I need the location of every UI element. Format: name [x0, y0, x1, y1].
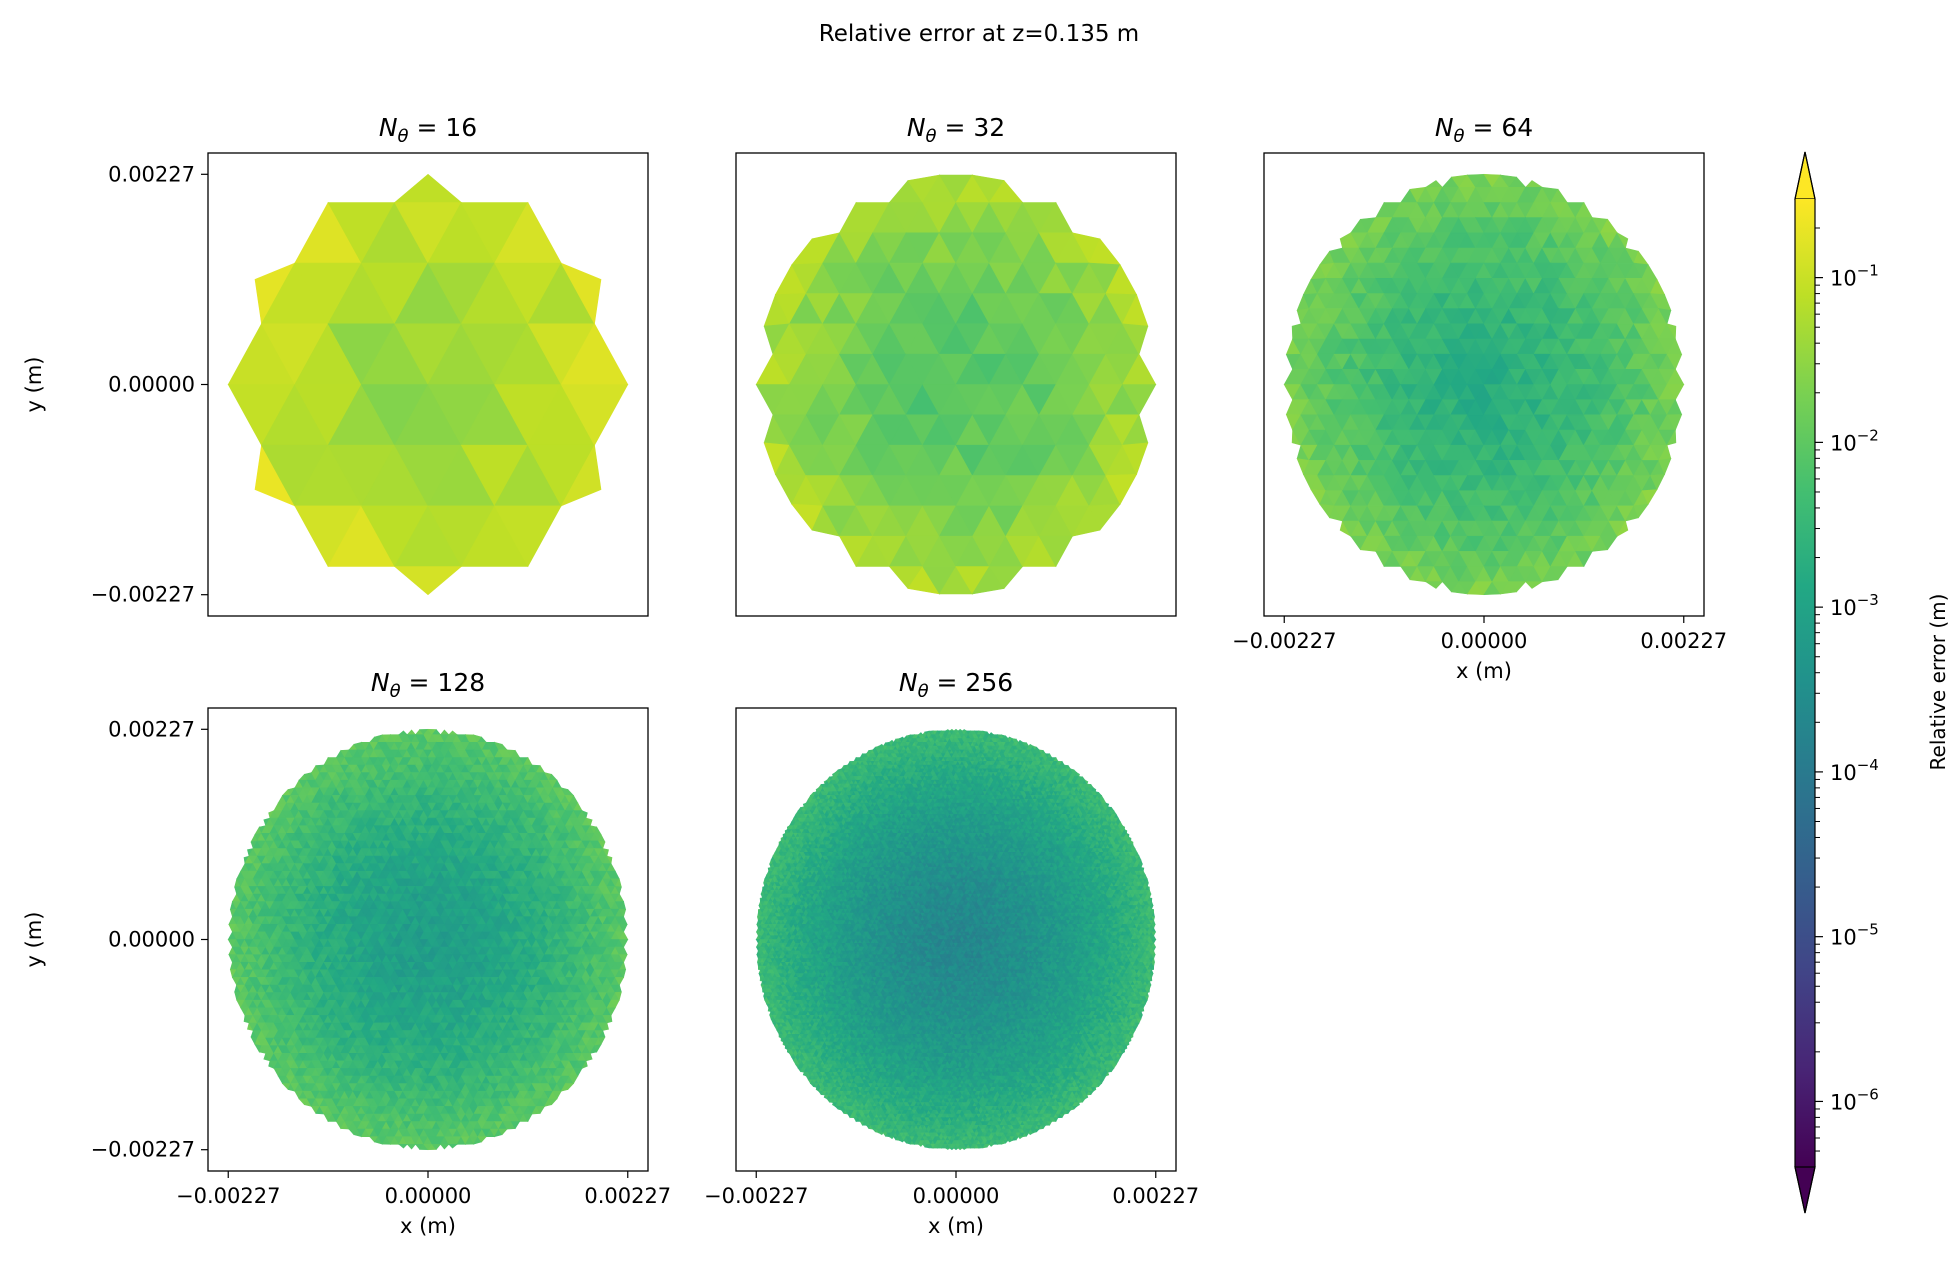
x-axis-label: x (m) [1456, 659, 1512, 683]
mesh-triangle [494, 505, 562, 568]
figure-suptitle: Relative error at z=0.135 m [819, 21, 1139, 47]
subplot-16: Nθ = 16 −0.00227 0.00000 0.00227 y (m) [22, 113, 649, 617]
mesh-triangle [1038, 535, 1074, 568]
mesh-triangle [1122, 442, 1149, 476]
axes-frame [735, 152, 1177, 617]
mesh-triangle [393, 566, 463, 596]
mesh-triangle [560, 444, 602, 507]
subplot-title: Nθ = 16 [379, 113, 477, 147]
mesh-triangle [1088, 503, 1121, 531]
triangulation-mesh [227, 173, 629, 596]
y-axis-label: y (m) [22, 357, 46, 413]
mesh-triangle [560, 262, 602, 325]
subplot-title: Nθ = 32 [907, 113, 1005, 147]
subplot-title: Nθ = 64 [1435, 113, 1533, 147]
mesh-triangle [1121, 323, 1149, 355]
mesh-triangle [1105, 473, 1138, 505]
triangulation-mesh [755, 174, 1157, 595]
mesh-triangle [1121, 384, 1157, 416]
mesh-triangle [988, 566, 1024, 589]
mesh-triangle [1524, 180, 1544, 188]
panels-group: Nθ = 16 −0.00227 0.00000 0.00227 y (m) Nθ = 3… [22, 113, 1727, 1238]
y-tick-label: −0.00227 [91, 583, 195, 607]
triangulation-mesh [227, 728, 629, 1151]
x-tick-label: 0.00227 [1640, 629, 1727, 653]
y-tick-label: 0.00227 [108, 162, 195, 186]
mesh-triangle [439, 729, 450, 736]
subplot-title: Nθ = 128 [371, 668, 485, 702]
mesh-triangle [398, 730, 408, 736]
x-tick-label: −0.00227 [1232, 629, 1336, 653]
mesh-triangle [448, 730, 458, 736]
subplot-64: Nθ = 64 −0.00227 0.00000 0.00227 x (m) [1232, 113, 1727, 683]
triangulation-mesh [1283, 173, 1685, 596]
mesh-triangle [1424, 180, 1444, 188]
mesh-triangle [1424, 581, 1444, 589]
y-tick-label: 0.00000 [108, 373, 195, 397]
mesh-triangle [560, 384, 629, 446]
mesh-triangle [1524, 581, 1544, 589]
mesh-triangle [406, 729, 417, 736]
x-tick-label: 0.00000 [1441, 629, 1528, 653]
mesh-triangle [393, 173, 463, 203]
subplot-32: Nθ = 32 [735, 113, 1177, 617]
